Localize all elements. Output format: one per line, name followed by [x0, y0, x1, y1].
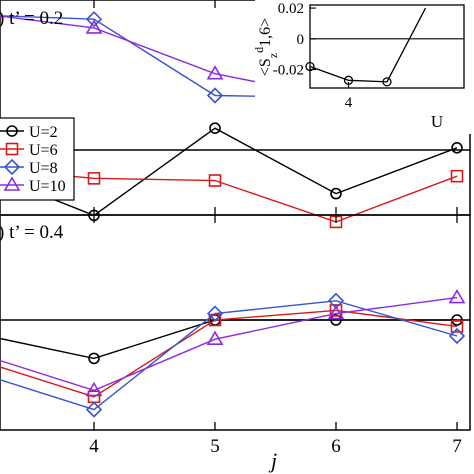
legend: U=2U=6U=8U=10	[0, 117, 75, 201]
data-point-U=8-2	[206, 305, 224, 322]
panel-label-top: ) t’ = 0.2	[0, 8, 63, 29]
panel-frame-1	[0, 214, 471, 431]
panel-top: U=2U=6U=8U=10	[0, 0, 471, 229]
data-point-U=6-3	[329, 304, 343, 317]
inset-x-tick-label: 4	[345, 95, 353, 111]
legend-marker-U=6	[5, 142, 19, 156]
data-point-U=10-2	[206, 65, 224, 80]
legend-marker-U=8	[3, 158, 21, 176]
data-point-U=6-2	[208, 174, 222, 187]
x-axis-label: j	[268, 448, 277, 473]
legend-marker-U=2	[6, 125, 18, 137]
legend-label: U=2	[29, 124, 58, 141]
legend-label: U=8	[29, 160, 58, 177]
data-point-U=10-1	[85, 19, 103, 34]
inset-data-point-2	[382, 77, 392, 87]
inset-y-tick-label: 0.02	[278, 1, 304, 17]
data-point-U=8-2	[206, 87, 224, 104]
inset-background	[255, 0, 474, 134]
inset-y-tick-label: -0.02	[273, 63, 304, 79]
data-point-U=10-3	[327, 305, 345, 320]
data-point-U=2-3	[330, 187, 342, 200]
data-point-U=2-2	[209, 122, 221, 134]
inset-data-point-0	[305, 61, 315, 72]
legend-label: U=10	[29, 178, 66, 195]
inset-data-point-1	[343, 75, 354, 85]
series-line-U=10	[0, 296, 458, 392]
data-point-U=6-4	[450, 320, 464, 333]
series-line-U=8	[0, 300, 458, 411]
data-point-U=2-1	[88, 352, 100, 365]
inset-y-tick-label: 0	[297, 32, 305, 48]
legend-marker-U=10	[3, 176, 21, 191]
inset-x-axis-label: U	[431, 112, 443, 131]
series-line-U=2	[0, 319, 457, 360]
data-point-U=10-4	[448, 289, 466, 304]
inset-y-axis-label: <Szd1,6>	[252, 18, 280, 76]
x-tick-label: 4	[89, 436, 99, 457]
data-point-U=8-1	[85, 11, 103, 28]
x-tick-label: 5	[210, 436, 220, 457]
x-tick-label: 7	[452, 436, 462, 457]
data-point-U=10-1	[85, 381, 103, 397]
panel-label-bottom: ) t’ = 0.4	[0, 222, 64, 243]
data-point-U=8-4	[448, 327, 466, 345]
x-tick-label: 6	[331, 436, 341, 457]
legend-label: U=6	[29, 142, 58, 159]
data-point-U=6-1	[87, 172, 101, 185]
data-point-U=8-1	[85, 401, 103, 418]
data-point-U=2-4	[451, 142, 463, 154]
data-point-U=2-3	[330, 314, 342, 326]
inset-frame	[309, 4, 465, 89]
data-point-U=2-4	[451, 314, 463, 326]
data-point-U=6-2	[208, 313, 222, 327]
inset-chart: 0.02 0 -0.02 4 U <Szd1,6>	[252, 0, 474, 134]
data-point-U=10-2	[206, 330, 224, 346]
inset-series-line	[309, 7, 427, 83]
panel-bottom	[0, 214, 471, 431]
data-point-U=6-4	[450, 169, 464, 183]
